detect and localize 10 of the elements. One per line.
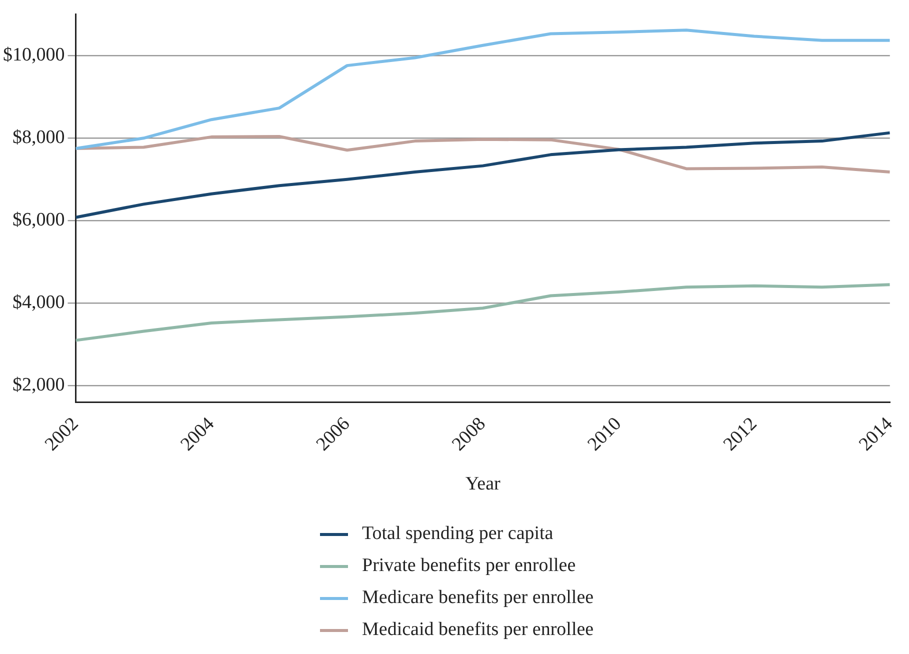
y-tick-label: $2,000 (12, 374, 65, 396)
legend-label: Private benefits per enrollee (362, 555, 576, 577)
legend-label: Medicaid benefits per enrollee (362, 619, 594, 641)
y-tick-label: $8,000 (12, 127, 65, 148)
x-axis-title: Year (465, 474, 501, 495)
y-tick-label: $6,000 (12, 210, 65, 231)
legend-label: Total spending per capita (362, 523, 554, 545)
y-tick-label: $10,000 (3, 44, 65, 66)
y-tick-label: $4,000 (12, 292, 65, 314)
legend-label: Medicare benefits per enrollee (362, 587, 594, 609)
